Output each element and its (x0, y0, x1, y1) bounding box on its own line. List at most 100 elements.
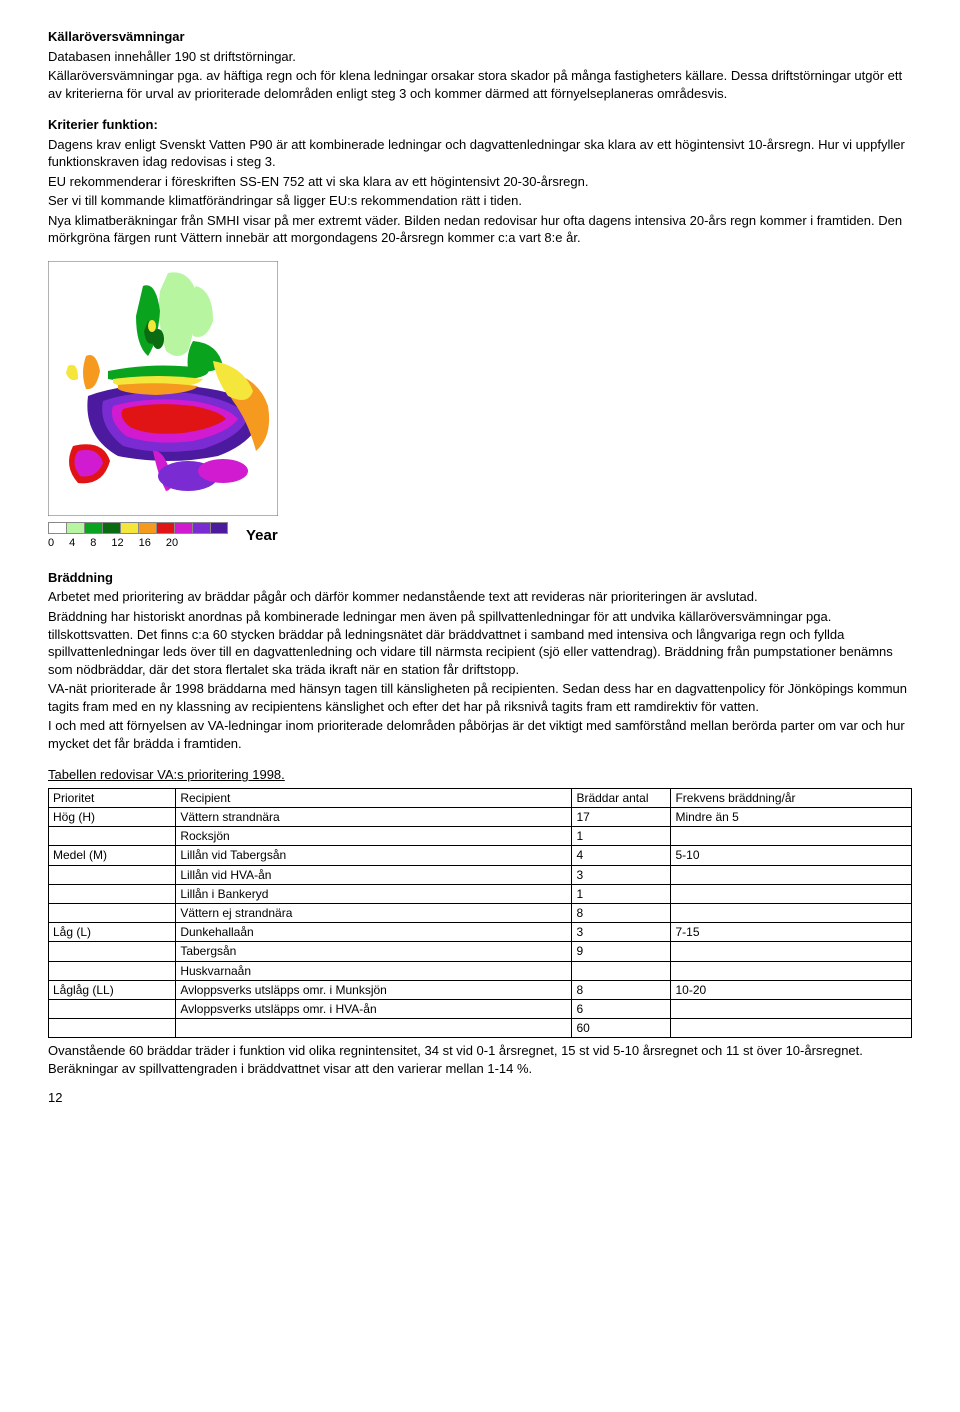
table-cell: Låg (L) (49, 923, 176, 942)
table-row: Medel (M)Lillån vid Tabergsån45-10 (49, 846, 912, 865)
table-cell (49, 1019, 176, 1038)
table-cell: 8 (572, 980, 671, 999)
priority-table: PrioritetRecipientBräddar antalFrekvens … (48, 788, 912, 1038)
p-klimat: Ser vi till kommande klimatförändringar … (48, 192, 912, 210)
table-cell (671, 999, 912, 1018)
table-row: Tabergsån9 (49, 942, 912, 961)
table-cell (49, 961, 176, 980)
table-cell: 10-20 (671, 980, 912, 999)
table-cell: 3 (572, 923, 671, 942)
table-cell (49, 865, 176, 884)
legend-cell (102, 522, 120, 534)
legend-cell (138, 522, 156, 534)
legend-cell (66, 522, 84, 534)
table-row: Lillån vid HVA-ån3 (49, 865, 912, 884)
table-cell (49, 904, 176, 923)
table-cell: 1 (572, 827, 671, 846)
table-cell (49, 884, 176, 903)
legend-tick: 12 (111, 536, 123, 551)
table-cell: Mindre än 5 (671, 808, 912, 827)
table-cell (671, 904, 912, 923)
table-cell (671, 1019, 912, 1038)
legend-tick: 8 (90, 536, 96, 551)
legend-tick: 0 (48, 536, 54, 551)
p-vanat: VA-nät prioriterade år 1998 bräddarna me… (48, 680, 912, 715)
legend-tick: 20 (166, 536, 178, 551)
p-eu: EU rekommenderar i föreskriften SS-EN 75… (48, 173, 912, 191)
table-caption: Tabellen redovisar VA:s prioritering 199… (48, 766, 912, 784)
legend-cell (156, 522, 174, 534)
legend-tick: 4 (69, 536, 75, 551)
table-cell: Dunkehallaån (176, 923, 572, 942)
legend-cell (48, 522, 66, 534)
p-summary: Ovanstående 60 bräddar träder i funktion… (48, 1042, 912, 1077)
p-smhi: Nya klimatberäkningar från SMHI visar på… (48, 212, 912, 247)
table-header: Bräddar antal (572, 788, 671, 807)
heading-braddning: Bräddning (48, 569, 912, 587)
table-cell (49, 942, 176, 961)
table-row: Lillån i Bankeryd1 (49, 884, 912, 903)
table-header: Frekvens bräddning/år (671, 788, 912, 807)
legend-cell (120, 522, 138, 534)
table-cell: Vättern strandnära (176, 808, 572, 827)
table-row: Huskvarnaån (49, 961, 912, 980)
table-cell: Lillån vid HVA-ån (176, 865, 572, 884)
legend-scale (48, 522, 228, 534)
legend-cell (174, 522, 192, 534)
table-cell (49, 827, 176, 846)
heading-kallaroversvamningar: Källaröversvämningar (48, 28, 912, 46)
table-cell: Vättern ej strandnära (176, 904, 572, 923)
p-historik: Bräddning har historiskt anordnas på kom… (48, 608, 912, 678)
table-row: Hög (H)Vättern strandnära17Mindre än 5 (49, 808, 912, 827)
p-krav: Dagens krav enligt Svenskt Vatten P90 är… (48, 136, 912, 171)
climate-map: 048 12 16 20 Year (48, 261, 912, 551)
table-cell: Hög (H) (49, 808, 176, 827)
table-cell: 17 (572, 808, 671, 827)
p-database: Databasen innehåller 190 st driftstörnin… (48, 48, 912, 66)
table-cell (49, 999, 176, 1018)
p-prioritering: Arbetet med prioritering av bräddar pågå… (48, 588, 912, 606)
table-cell (671, 942, 912, 961)
table-row: Avloppsverks utsläpps omr. i HVA-ån6 (49, 999, 912, 1018)
table-cell: Medel (M) (49, 846, 176, 865)
table-header: Recipient (176, 788, 572, 807)
table-cell (671, 961, 912, 980)
table-cell: 60 (572, 1019, 671, 1038)
legend-cell (84, 522, 102, 534)
legend-cell (192, 522, 210, 534)
table-cell: Avloppsverks utsläpps omr. i HVA-ån (176, 999, 572, 1018)
table-cell (671, 865, 912, 884)
table-header: Prioritet (49, 788, 176, 807)
table-cell (572, 961, 671, 980)
table-cell: 5-10 (671, 846, 912, 865)
p-fornyelse: I och med att förnyelsen av VA-ledningar… (48, 717, 912, 752)
table-row: Vättern ej strandnära8 (49, 904, 912, 923)
legend-tick: 16 (139, 536, 151, 551)
legend-cell (210, 522, 228, 534)
table-row: Låglåg (LL)Avloppsverks utsläpps omr. i … (49, 980, 912, 999)
table-row: Låg (L)Dunkehallaån37-15 (49, 923, 912, 942)
table-cell: Låglåg (LL) (49, 980, 176, 999)
table-cell: 4 (572, 846, 671, 865)
table-cell: Lillån vid Tabergsån (176, 846, 572, 865)
heading-kriterier: Kriterier funktion: (48, 116, 912, 134)
table-row: Rocksjön1 (49, 827, 912, 846)
table-cell: 6 (572, 999, 671, 1018)
table-row: 60 (49, 1019, 912, 1038)
table-cell: 1 (572, 884, 671, 903)
table-cell: Rocksjön (176, 827, 572, 846)
page-number: 12 (48, 1089, 912, 1107)
table-cell: 3 (572, 865, 671, 884)
table-cell: 8 (572, 904, 671, 923)
table-cell (671, 884, 912, 903)
p-cause: Källaröversvämningar pga. av häftiga reg… (48, 67, 912, 102)
legend-ticks: 048 12 16 20 (48, 536, 228, 551)
table-cell: Huskvarnaån (176, 961, 572, 980)
table-cell: Tabergsån (176, 942, 572, 961)
table-cell: 7-15 (671, 923, 912, 942)
table-cell (671, 827, 912, 846)
table-cell: Avloppsverks utsläpps omr. i Munksjön (176, 980, 572, 999)
table-cell: Lillån i Bankeryd (176, 884, 572, 903)
europe-map-svg (48, 261, 278, 516)
legend-label: Year (246, 526, 278, 546)
